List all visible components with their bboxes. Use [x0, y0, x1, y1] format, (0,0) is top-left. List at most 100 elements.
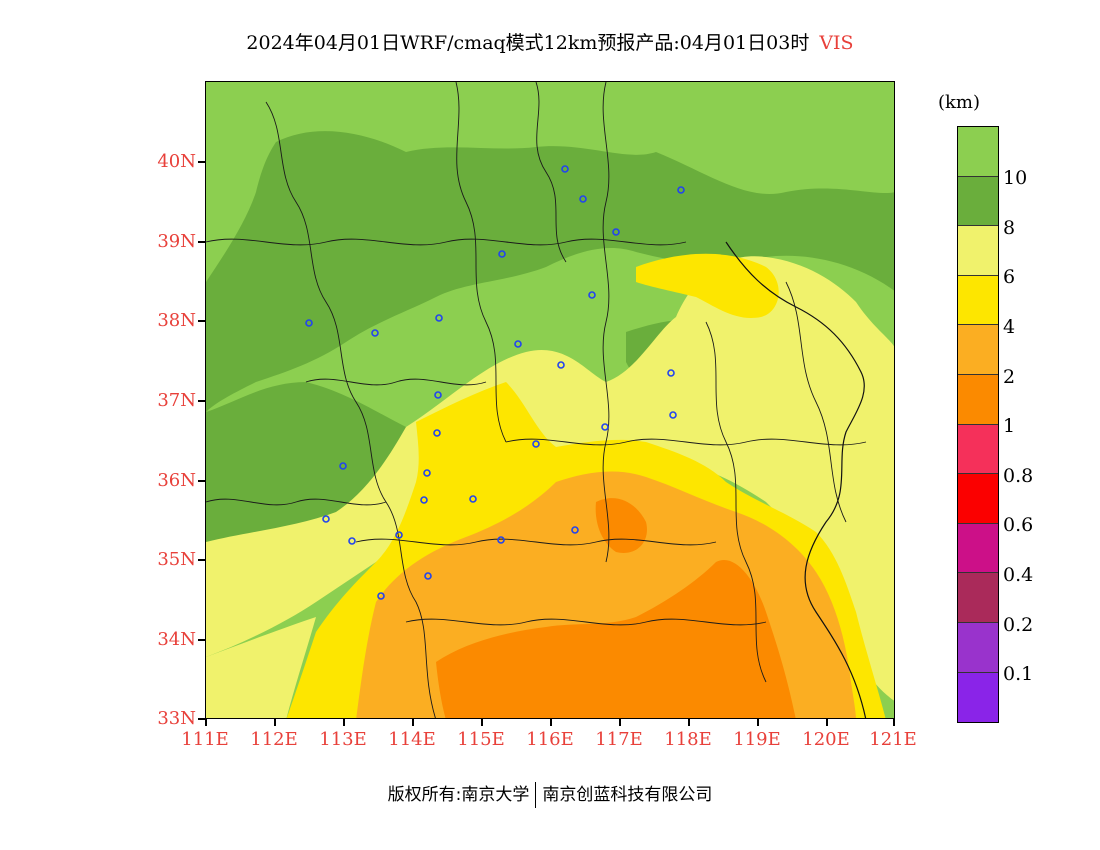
colorbar-cell: [958, 622, 998, 673]
city-marker: [601, 423, 609, 431]
city-marker: [420, 496, 428, 504]
visibility-map: [206, 82, 894, 718]
colorbar-cell: [958, 573, 998, 623]
footer-left: 版权所有:南京大学: [387, 785, 530, 805]
lon-tick: [688, 719, 690, 726]
city-markers: [305, 165, 685, 600]
city-marker: [579, 195, 587, 203]
colorbar-cell: [958, 275, 998, 326]
city-marker: [371, 329, 379, 337]
colorbar-label: 1: [1003, 415, 1016, 437]
city-marker: [469, 495, 477, 503]
lat-label: 39N: [157, 231, 196, 252]
colorbar-cell: [958, 672, 998, 723]
lat-tick: [198, 480, 205, 482]
lon-label: 114E: [388, 729, 436, 750]
lon-label: 113E: [319, 729, 367, 750]
title-main: 2024年04月01日WRF/cmaq模式12km预报产品:04月01日03时: [246, 32, 810, 54]
colorbar-cell: [958, 325, 998, 375]
lat-tick: [198, 400, 205, 402]
city-marker: [497, 536, 505, 544]
lat-tick: [198, 241, 205, 243]
city-marker: [514, 340, 522, 348]
lon-label: 120E: [802, 729, 850, 750]
lon-label: 117E: [595, 729, 643, 750]
lat-tick: [198, 559, 205, 561]
city-marker: [322, 515, 330, 523]
lon-tick: [481, 719, 483, 726]
colorbar-label: 4: [1003, 316, 1016, 338]
lon-tick: [412, 719, 414, 726]
city-marker: [677, 186, 685, 194]
colorbar-label: 0.1: [1003, 663, 1034, 685]
colorbar-label: 2: [1003, 366, 1016, 388]
city-marker: [339, 462, 347, 470]
city-marker: [561, 165, 569, 173]
lon-tick: [274, 719, 276, 726]
admin-boundaries: [206, 82, 867, 718]
lon-label: 112E: [250, 729, 298, 750]
lat-label: 35N: [157, 549, 196, 570]
lat-label: 38N: [157, 310, 196, 331]
colorbar-label: 0.4: [1003, 564, 1034, 586]
lon-tick: [343, 719, 345, 726]
colorbar-label: 0.6: [1003, 514, 1034, 536]
city-marker: [557, 361, 565, 369]
lon-tick: [757, 719, 759, 726]
lon-label: 115E: [457, 729, 505, 750]
lat-label: 33N: [157, 708, 196, 729]
colorbar-unit: (km): [938, 92, 981, 113]
city-marker: [424, 572, 432, 580]
lat-tick: [198, 718, 205, 720]
lat-label: 36N: [157, 470, 196, 491]
colorbar-label: 0.8: [1003, 465, 1034, 487]
lat-tick: [198, 161, 205, 163]
lon-label: 121E: [869, 729, 917, 750]
city-marker: [667, 369, 675, 377]
colorbar-cell: [958, 474, 998, 524]
city-marker: [532, 440, 540, 448]
colorbar-cell: [958, 176, 998, 227]
lat-tick: [198, 320, 205, 322]
city-marker: [434, 391, 442, 399]
city-marker: [498, 250, 506, 258]
colorbar-cell: [958, 523, 998, 574]
city-marker: [435, 314, 443, 322]
lon-tick: [550, 719, 552, 726]
lon-tick: [893, 719, 895, 726]
lon-tick: [205, 719, 207, 726]
city-marker: [377, 592, 385, 600]
footer-separator: [535, 782, 537, 808]
colorbar-cell: [958, 226, 998, 276]
lon-label: 111E: [181, 729, 229, 750]
colorbar-label: 6: [1003, 266, 1016, 288]
city-marker: [395, 531, 403, 539]
colorbar-cell: [958, 374, 998, 425]
colorbar-cell: [958, 424, 998, 475]
lon-tick: [826, 719, 828, 726]
copyright-footer: 版权所有:南京大学 南京创蓝科技有限公司: [0, 780, 1100, 808]
lon-tick: [619, 719, 621, 726]
city-marker: [571, 526, 579, 534]
title-variable: VIS: [819, 32, 854, 54]
city-marker: [433, 429, 441, 437]
lon-label: 116E: [526, 729, 574, 750]
city-marker: [588, 291, 596, 299]
lat-label: 37N: [157, 390, 196, 411]
colorbar-label: 8: [1003, 217, 1016, 239]
colorbar: [957, 126, 999, 724]
map-panel: [205, 81, 895, 719]
city-marker: [612, 228, 620, 236]
lat-label: 34N: [157, 629, 196, 650]
city-marker: [348, 537, 356, 545]
region-6-8: [206, 256, 894, 718]
city-marker: [305, 319, 313, 327]
footer-right: 南京创蓝科技有限公司: [542, 785, 713, 805]
map-title: 2024年04月01日WRF/cmaq模式12km预报产品:04月01日03时 V…: [0, 28, 1100, 55]
lon-label: 118E: [664, 729, 712, 750]
coastline: [725, 241, 867, 718]
colorbar-label: 10: [1003, 167, 1028, 189]
city-marker: [669, 411, 677, 419]
city-marker: [423, 469, 431, 477]
lon-label: 119E: [733, 729, 781, 750]
